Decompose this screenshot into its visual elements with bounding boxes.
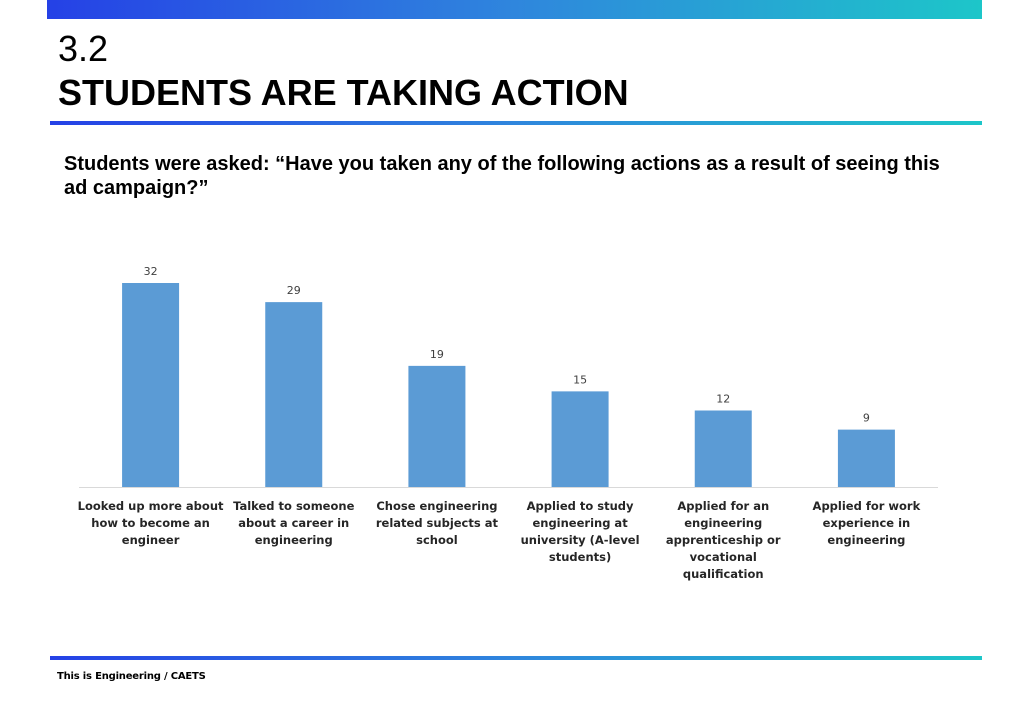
footer-credit: This is Engineering / CAETS [57, 671, 206, 682]
bar-1 [122, 283, 180, 487]
top-gradient-band [47, 0, 982, 19]
page-title: STUDENTS ARE TAKING ACTION [58, 72, 629, 113]
category-label-4: Applied to study engineering at university… [521, 499, 640, 564]
data-label-2: 29 [287, 284, 301, 297]
bar-6 [837, 429, 895, 487]
footer-divider [50, 656, 982, 660]
section-number: 3.2 [58, 28, 109, 69]
data-label-3: 19 [430, 348, 444, 361]
chart-data-labels: 32 29 19 15 12 9 [144, 265, 870, 425]
data-label-1: 32 [144, 265, 158, 278]
bar-2 [265, 302, 323, 487]
data-label-4: 15 [573, 373, 587, 386]
survey-question: Students were asked: “Have you taken any… [64, 153, 940, 199]
data-label-5: 12 [716, 393, 730, 406]
chart-category-labels: Looked up more about how to become an engi… [78, 499, 921, 581]
category-label-1: Looked up more about how to become an engi… [78, 499, 224, 547]
category-label-3: Chose engineering related subjects at scho… [376, 499, 499, 547]
header-divider [50, 121, 982, 125]
chart-bars [122, 283, 895, 487]
category-label-5: Applied for an engineering apprenticeship … [666, 499, 781, 581]
bar-5 [694, 410, 752, 487]
category-label-6: Applied for work experience in engineering [813, 499, 921, 547]
data-label-6: 9 [863, 412, 870, 425]
bar-3 [408, 365, 466, 487]
bar-4 [551, 391, 609, 487]
category-label-2: Talked to someone about a career in engine… [233, 499, 354, 547]
